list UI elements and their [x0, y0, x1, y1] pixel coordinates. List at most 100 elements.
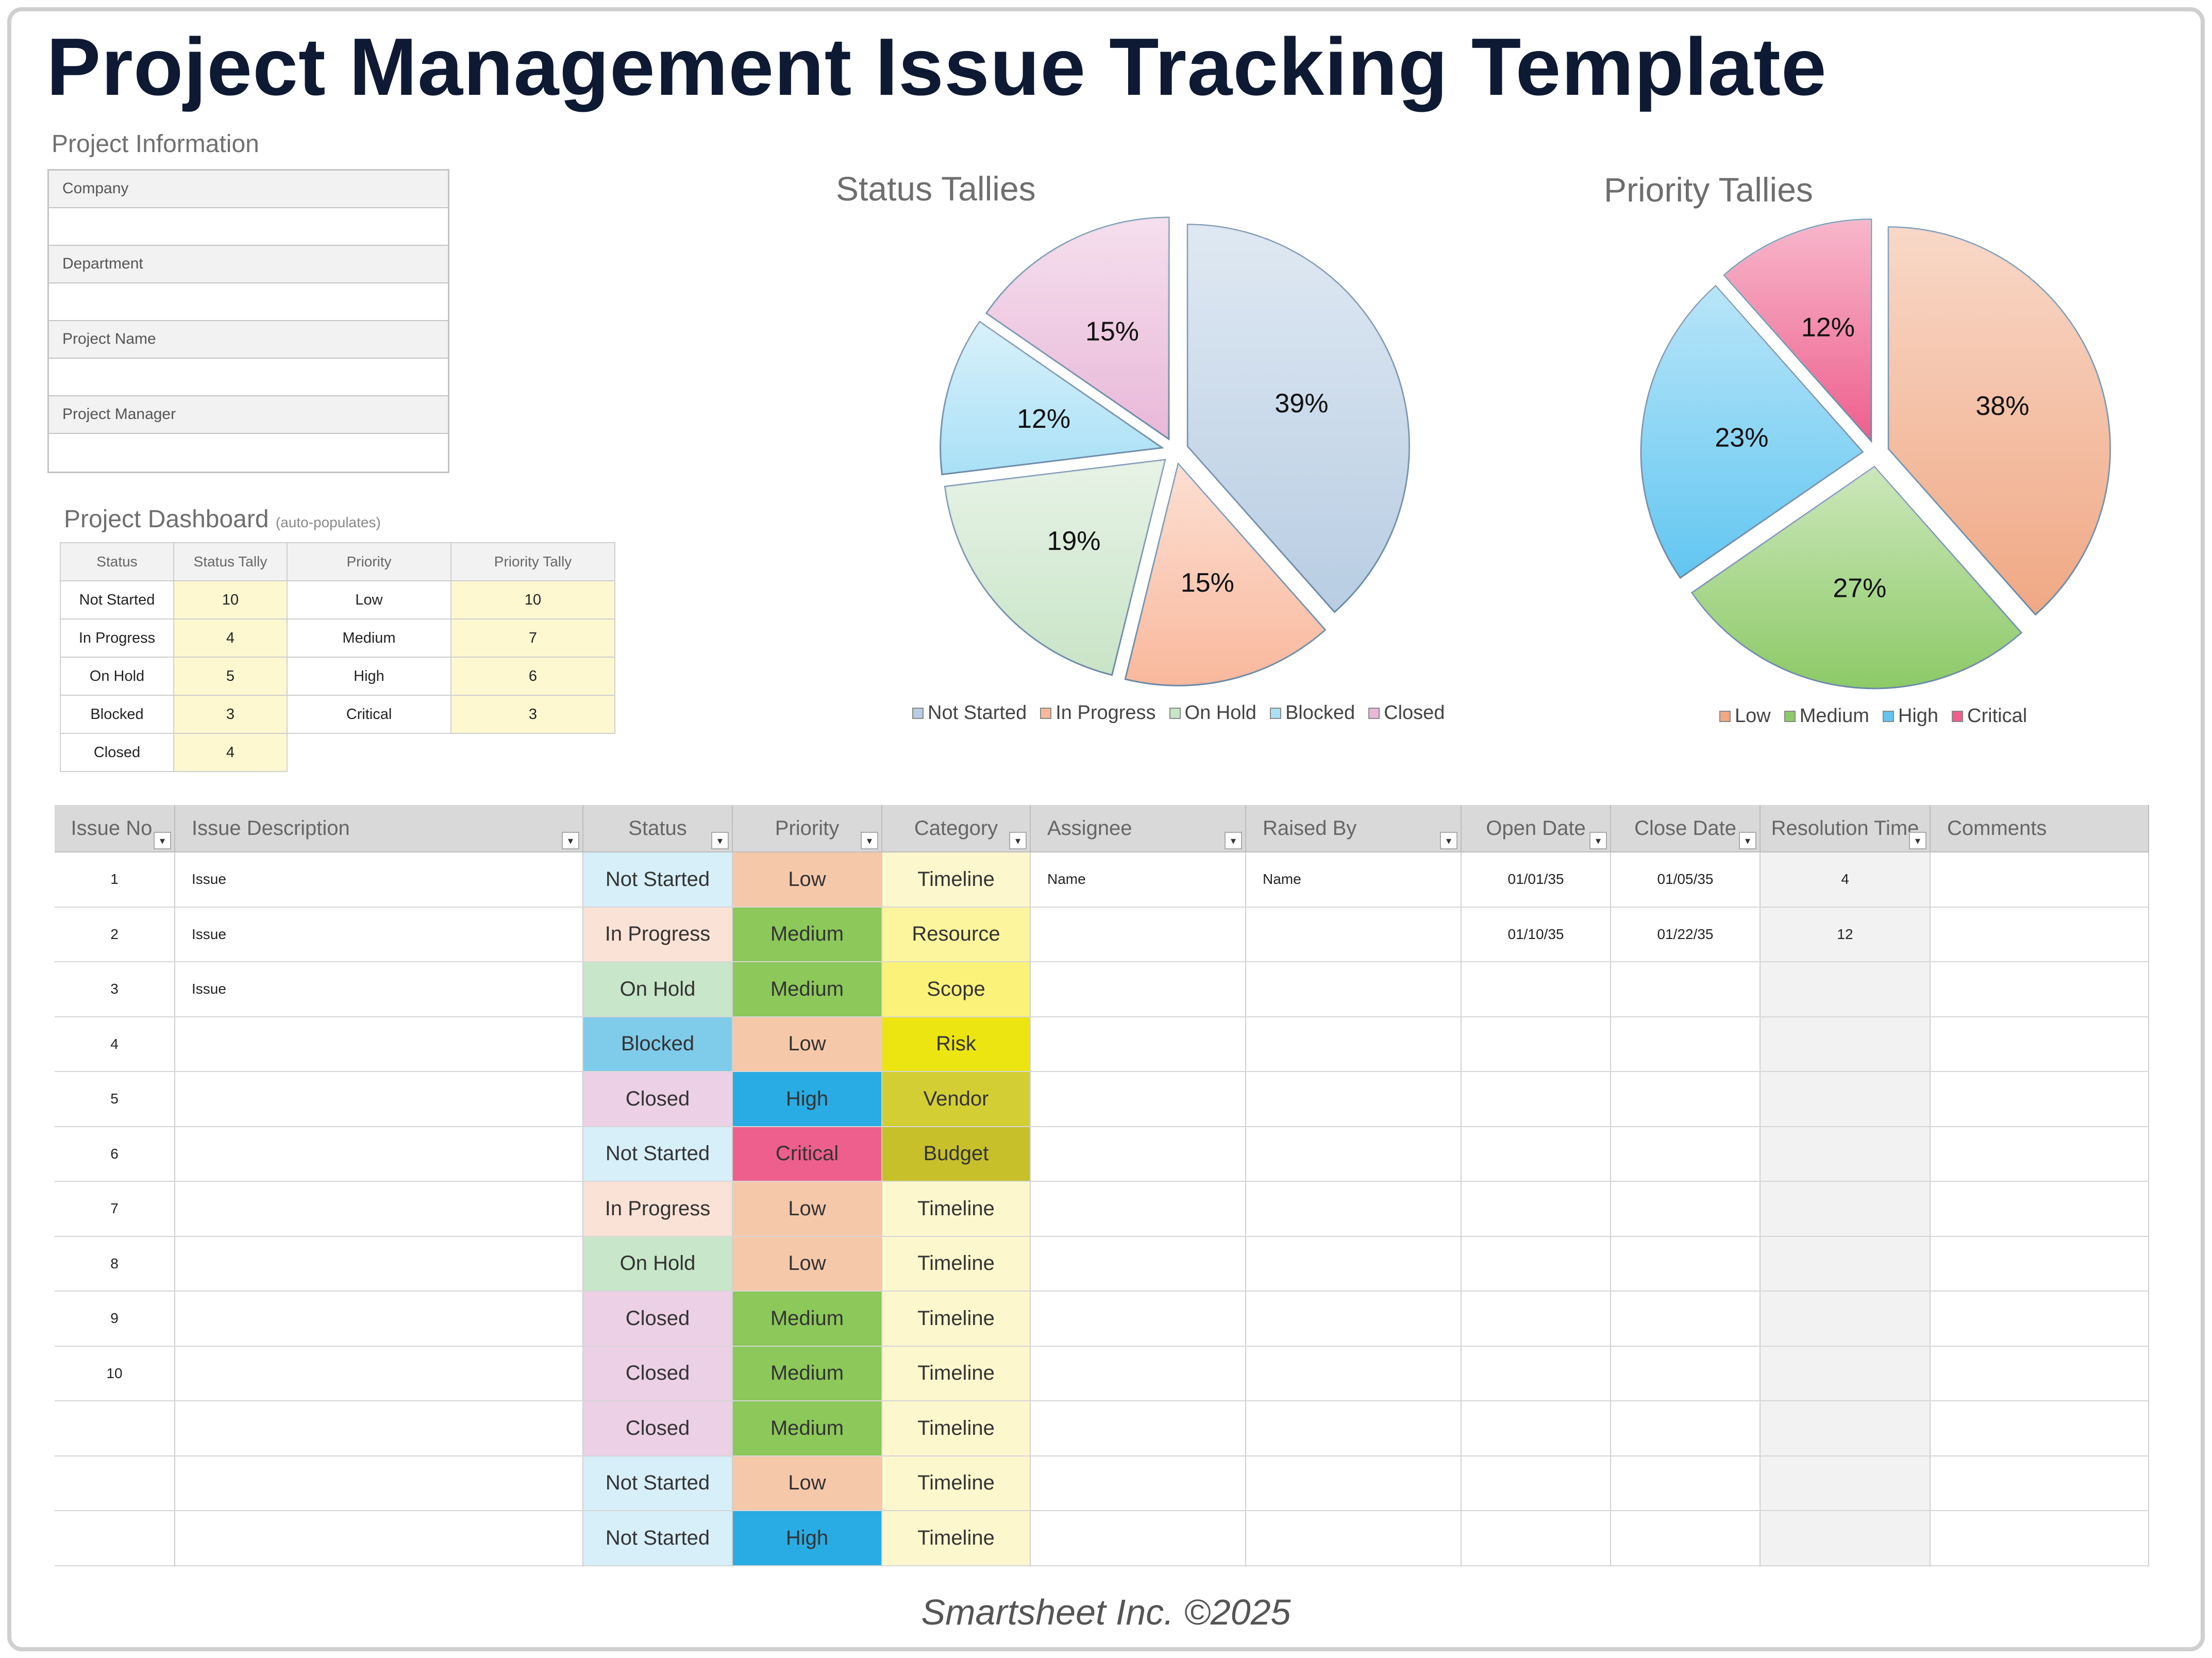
cell-desc[interactable]: Issue — [175, 962, 583, 1016]
cell-status[interactable]: Closed — [583, 1292, 733, 1346]
cell-no[interactable]: 7 — [55, 1182, 175, 1236]
cell-no[interactable]: 2 — [55, 907, 175, 961]
cell-category[interactable]: Timeline — [882, 1292, 1031, 1346]
cell-res[interactable] — [1761, 1566, 1931, 1567]
cell-raised[interactable] — [1246, 1017, 1462, 1071]
cell-desc[interactable] — [175, 1401, 583, 1455]
cell-res[interactable] — [1761, 1346, 1931, 1400]
cell-no[interactable]: 9 — [55, 1292, 175, 1346]
cell-comments[interactable] — [1931, 1566, 2149, 1567]
cell-res[interactable] — [1761, 1182, 1931, 1236]
cell-close[interactable] — [1611, 1236, 1761, 1291]
cell-assignee[interactable] — [1031, 907, 1246, 961]
cell-open[interactable] — [1462, 1072, 1611, 1126]
cell-status[interactable] — [583, 1566, 733, 1567]
cell-desc[interactable] — [175, 1072, 583, 1126]
cell-no[interactable]: 6 — [55, 1127, 175, 1181]
cell-priority[interactable] — [733, 1566, 882, 1567]
cell-comments[interactable] — [1931, 1292, 2149, 1346]
cell-raised[interactable] — [1246, 1566, 1462, 1567]
cell-raised[interactable] — [1246, 1401, 1462, 1455]
project-manager-field[interactable] — [49, 434, 448, 472]
cell-close[interactable] — [1611, 1346, 1761, 1400]
cell-desc[interactable] — [175, 1017, 583, 1071]
cell-priority[interactable]: Low — [733, 1182, 882, 1236]
cell-priority[interactable]: Low — [733, 1456, 882, 1510]
cell-status[interactable]: In Progress — [583, 907, 733, 961]
cell-open[interactable] — [1462, 1401, 1611, 1455]
cell-assignee[interactable] — [1031, 1017, 1246, 1071]
cell-status[interactable]: Closed — [583, 1401, 733, 1455]
cell-category[interactable]: Timeline — [882, 1346, 1031, 1400]
cell-assignee[interactable] — [1031, 1456, 1246, 1510]
cell-category[interactable]: Timeline — [882, 1456, 1031, 1510]
cell-res[interactable] — [1761, 1072, 1931, 1126]
cell-open[interactable] — [1462, 1346, 1611, 1400]
cell-res[interactable] — [1761, 1511, 1931, 1565]
cell-desc[interactable] — [175, 1182, 583, 1236]
cell-comments[interactable] — [1931, 1017, 2149, 1071]
cell-category[interactable]: Timeline — [882, 1182, 1031, 1236]
company-field[interactable] — [49, 208, 448, 246]
cell-close[interactable] — [1611, 1182, 1761, 1236]
cell-assignee[interactable] — [1031, 1401, 1246, 1455]
cell-priority[interactable]: High — [733, 1511, 882, 1565]
cell-no[interactable] — [55, 1511, 175, 1565]
cell-no[interactable] — [55, 1456, 175, 1510]
filter-dropdown-icon[interactable]: ▾ — [861, 832, 878, 849]
cell-comments[interactable] — [1931, 1236, 2149, 1291]
cell-close[interactable] — [1611, 962, 1761, 1016]
cell-category[interactable]: Risk — [882, 1017, 1031, 1071]
cell-comments[interactable] — [1931, 1127, 2149, 1181]
cell-res[interactable] — [1761, 1456, 1931, 1510]
cell-assignee[interactable] — [1031, 1236, 1246, 1291]
cell-raised[interactable]: Name — [1246, 852, 1462, 907]
cell-priority[interactable]: Medium — [733, 1346, 882, 1400]
cell-priority[interactable]: Low — [733, 1017, 882, 1071]
cell-comments[interactable] — [1931, 907, 2149, 961]
cell-raised[interactable] — [1246, 1292, 1462, 1346]
cell-priority[interactable]: Critical — [733, 1127, 882, 1181]
cell-no[interactable]: 3 — [55, 962, 175, 1016]
cell-open[interactable]: 01/01/35 — [1462, 852, 1611, 907]
cell-raised[interactable] — [1246, 907, 1462, 961]
filter-dropdown-icon[interactable]: ▾ — [154, 832, 171, 849]
cell-priority[interactable]: Low — [733, 852, 882, 907]
cell-comments[interactable] — [1931, 1072, 2149, 1126]
cell-open[interactable] — [1462, 1511, 1611, 1565]
cell-desc[interactable]: Issue — [175, 907, 583, 961]
cell-status[interactable]: Not Started — [583, 1456, 733, 1510]
cell-no[interactable]: 1 — [55, 852, 175, 907]
cell-res[interactable] — [1761, 1292, 1931, 1346]
cell-raised[interactable] — [1246, 1127, 1462, 1181]
cell-close[interactable] — [1611, 1511, 1761, 1565]
cell-category[interactable]: Resource — [882, 907, 1031, 961]
cell-category[interactable]: Timeline — [882, 1236, 1031, 1291]
cell-no[interactable] — [55, 1401, 175, 1455]
cell-raised[interactable] — [1246, 1236, 1462, 1291]
cell-assignee[interactable] — [1031, 1511, 1246, 1565]
project-name-field[interactable] — [49, 359, 448, 396]
cell-assignee[interactable] — [1031, 1072, 1246, 1126]
cell-open[interactable] — [1462, 1566, 1611, 1567]
cell-category[interactable] — [882, 1566, 1031, 1567]
filter-dropdown-icon[interactable]: ▾ — [1225, 832, 1242, 849]
cell-category[interactable]: Vendor — [882, 1072, 1031, 1126]
cell-category[interactable]: Budget — [882, 1127, 1031, 1181]
cell-raised[interactable] — [1246, 1511, 1462, 1565]
cell-raised[interactable] — [1246, 1456, 1462, 1510]
cell-comments[interactable] — [1931, 852, 2149, 907]
cell-close[interactable] — [1611, 1566, 1761, 1567]
cell-status[interactable]: Closed — [583, 1346, 733, 1400]
cell-comments[interactable] — [1931, 1511, 2149, 1565]
cell-comments[interactable] — [1931, 962, 2149, 1016]
cell-close[interactable] — [1611, 1401, 1761, 1455]
cell-comments[interactable] — [1931, 1456, 2149, 1510]
cell-status[interactable]: Not Started — [583, 852, 733, 907]
cell-no[interactable]: 4 — [55, 1017, 175, 1071]
cell-res[interactable] — [1761, 1127, 1931, 1181]
cell-priority[interactable]: Low — [733, 1236, 882, 1291]
cell-assignee[interactable] — [1031, 1566, 1246, 1567]
cell-comments[interactable] — [1931, 1401, 2149, 1455]
cell-res[interactable]: 4 — [1761, 852, 1931, 907]
